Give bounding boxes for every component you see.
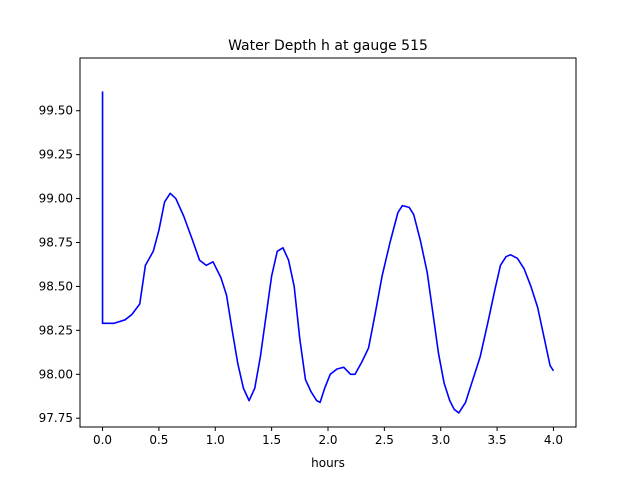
x-tick-label: 3.5 bbox=[488, 433, 507, 447]
x-axis: 0.0 0.5 1.0 1.5 2.0 2.5 3.0 3.5 4.0 bbox=[93, 427, 563, 447]
series-layer bbox=[101, 91, 555, 414]
y-tick-label: 99.00 bbox=[39, 192, 73, 206]
plot-frame bbox=[79, 57, 577, 428]
x-tick-label: 1.0 bbox=[206, 433, 225, 447]
y-tick-label: 98.50 bbox=[39, 279, 73, 293]
x-tick-label: 0.5 bbox=[149, 433, 168, 447]
y-tick-label: 99.25 bbox=[39, 148, 73, 162]
x-tick-label: 2.0 bbox=[318, 433, 337, 447]
series-line bbox=[101, 91, 555, 414]
y-tick-label: 99.50 bbox=[39, 104, 73, 118]
x-tick-label: 2.5 bbox=[375, 433, 394, 447]
chart-title: Water Depth h at gauge 515 bbox=[228, 38, 428, 54]
x-tick-label: 1.5 bbox=[262, 433, 281, 447]
y-axis: 97.75 98.00 98.25 98.50 98.75 99.00 99.25 99.50 bbox=[39, 104, 80, 425]
x-tick-label: 3.0 bbox=[431, 433, 450, 447]
y-tick-label: 97.75 bbox=[39, 411, 73, 425]
x-axis-label: hours bbox=[311, 456, 345, 470]
y-tick-label: 98.00 bbox=[39, 367, 73, 381]
y-tick-label: 98.25 bbox=[39, 323, 73, 337]
x-tick-label: 4.0 bbox=[544, 433, 563, 447]
x-tick-label: 0.0 bbox=[93, 433, 112, 447]
y-tick-label: 98.75 bbox=[39, 236, 73, 250]
